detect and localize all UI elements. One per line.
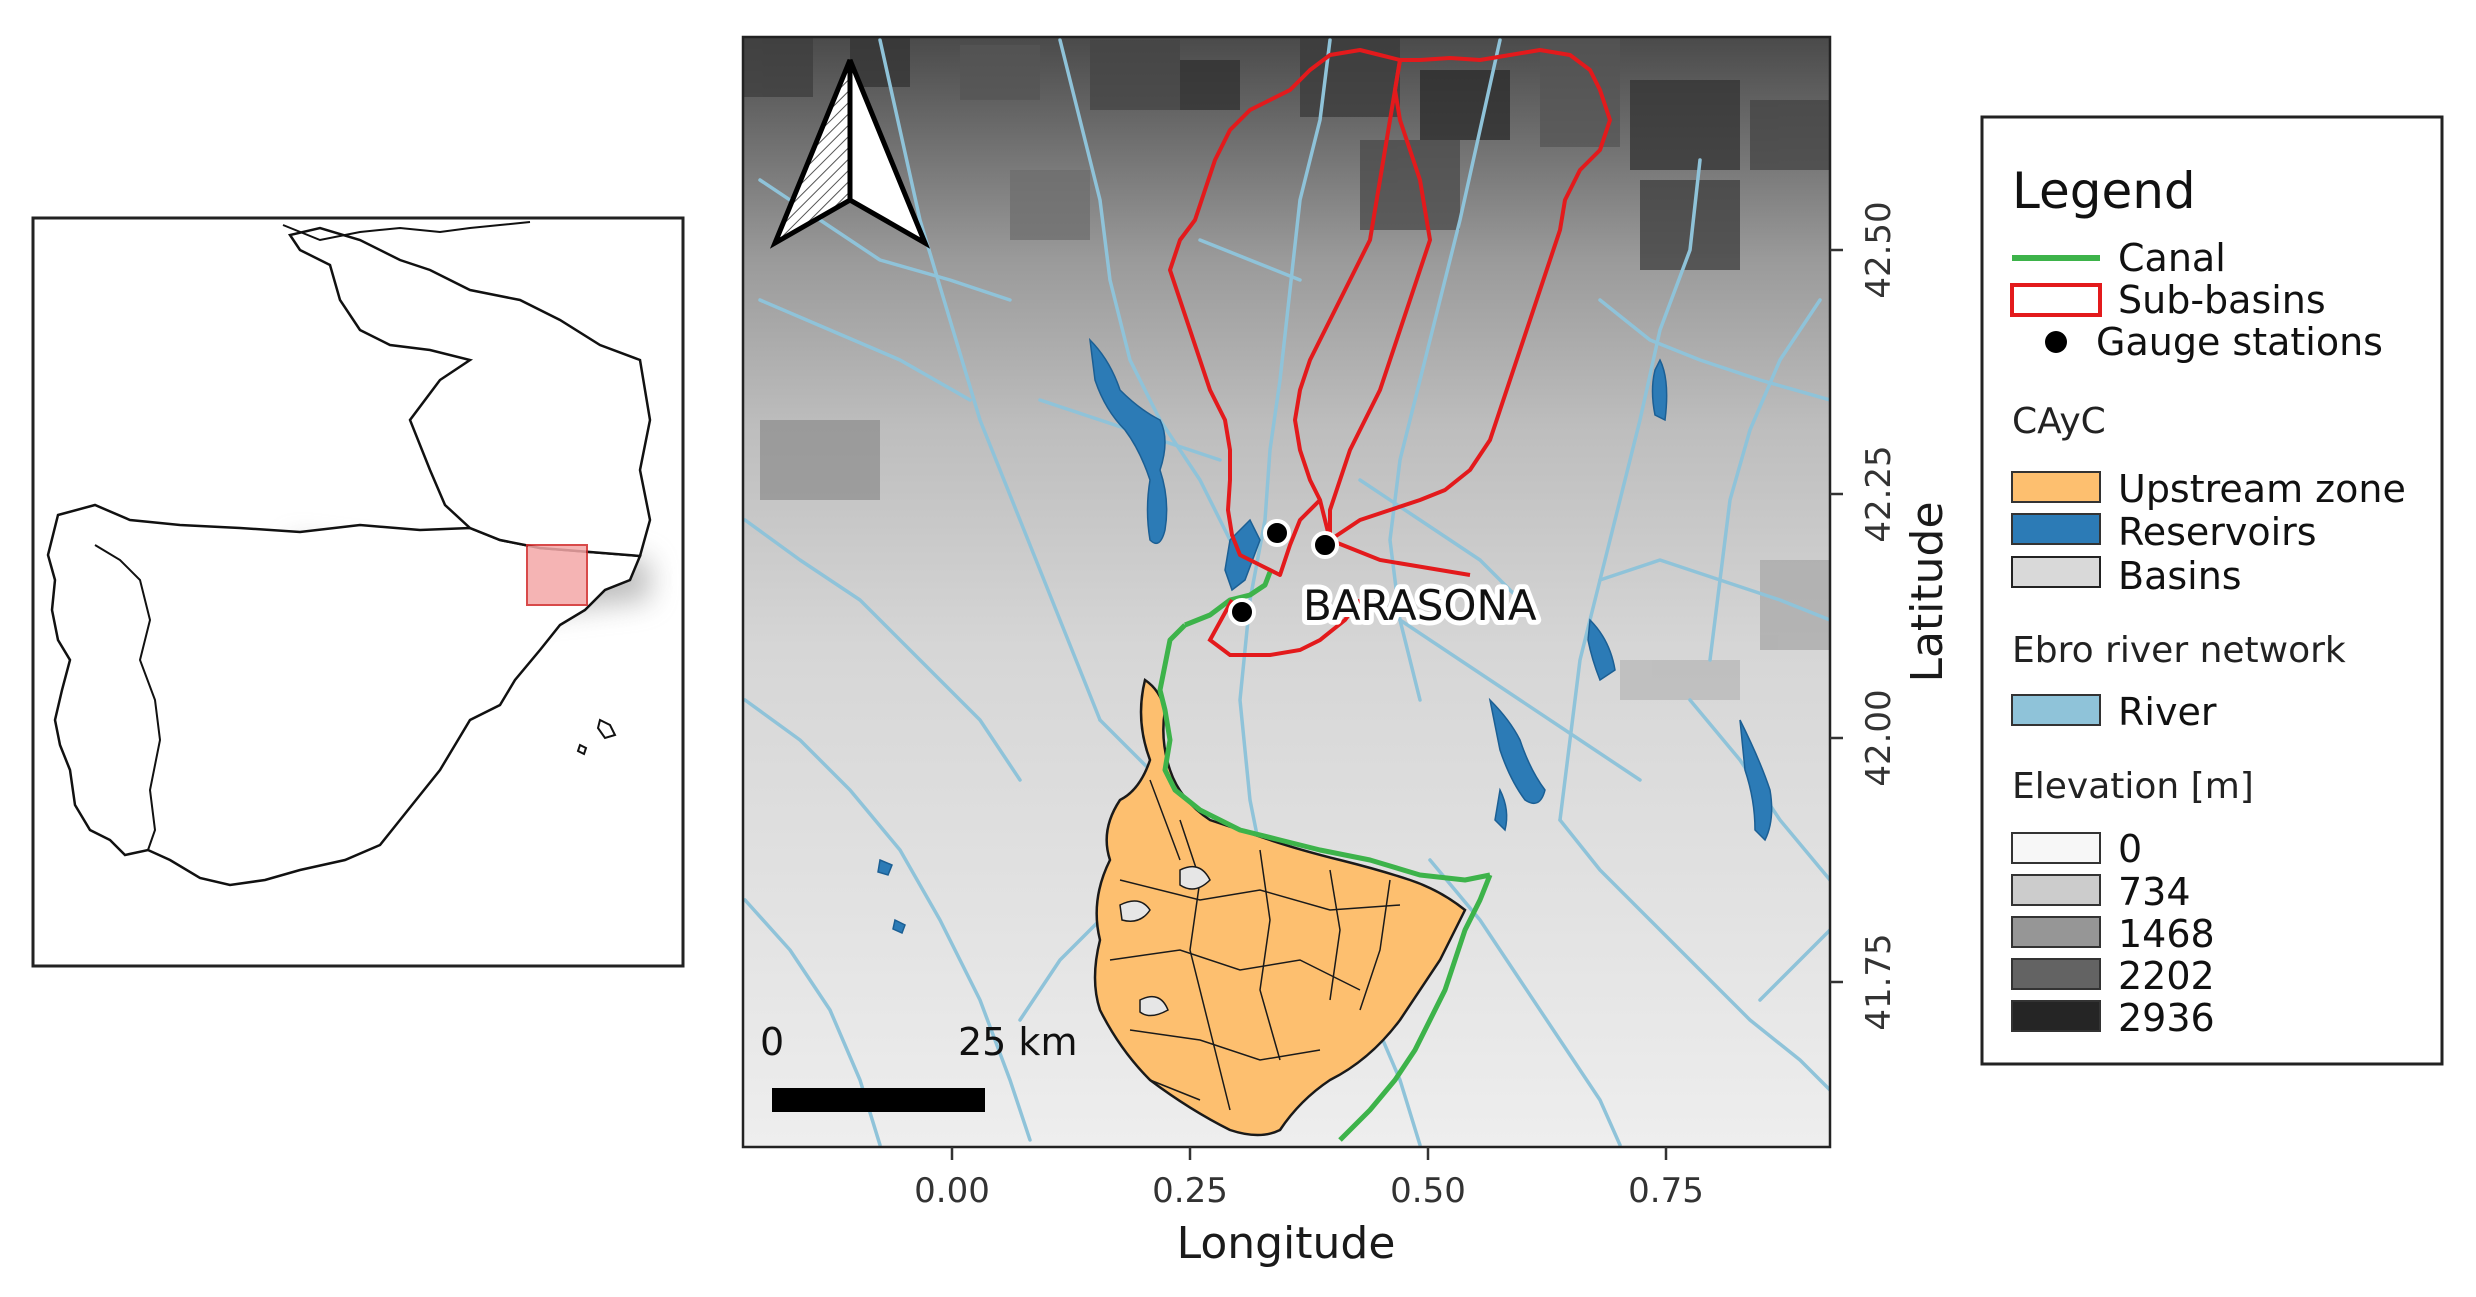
scale-bar-start-label: 0: [760, 1020, 784, 1064]
scale-bar: 0 25 km: [760, 1020, 1077, 1112]
upstream-parcels: [1109, 779, 1401, 1111]
legend-upstream-swatch: [2011, 471, 2101, 503]
portugal-border: [94, 544, 162, 851]
iberia-coastline: [46, 503, 642, 887]
legend-subbasins-swatch: [2010, 283, 2102, 317]
x-axis: 0.00 0.25 0.50 0.75 Longitude: [914, 1147, 1704, 1269]
legend: Legend Canal Sub-basins Gauge stations C…: [1980, 115, 2444, 1066]
legend-river-label: River: [2118, 690, 2217, 734]
island-mallorca: [596, 718, 617, 740]
y-tick-label: 42.50: [1859, 201, 1899, 298]
north-arrow-icon: [769, 59, 931, 249]
france-outline: [287, 226, 652, 558]
legend-elevation-classes: 0 734 1468 2202 2936: [2011, 827, 2215, 1040]
legend-elevation-label: 2936: [2118, 996, 2215, 1040]
canal: [1157, 571, 1493, 1142]
legend-basins-swatch: [2011, 556, 2101, 588]
y-axis-title: Latitude: [1902, 501, 1953, 682]
sub-basin-south: [1207, 598, 1362, 657]
legend-elevation-label: 1468: [2118, 912, 2215, 956]
elevation-cells: [743, 37, 1830, 700]
x-tick-label: 0.25: [1152, 1171, 1228, 1211]
sub-basin-east: [1328, 48, 1612, 542]
legend-elevation-label: 734: [2118, 870, 2191, 914]
place-label-barasona: BARASONA: [1303, 581, 1537, 630]
island-ibiza: [576, 743, 588, 756]
legend-canal-label: Canal: [2118, 236, 2226, 280]
x-tick-label: 0.50: [1390, 1171, 1466, 1211]
y-tick-label: 41.75: [1859, 933, 1899, 1030]
gauge-station-2: [1311, 531, 1339, 559]
y-tick-label: 42.00: [1859, 689, 1899, 786]
legend-elevation-swatch: [2011, 916, 2101, 948]
sub-basin-divider: [1318, 499, 1471, 577]
legend-upstream-label: Upstream zone: [2118, 467, 2406, 511]
upstream-gaps: [1119, 865, 1211, 1017]
gauge-stations: [1228, 519, 1339, 626]
legend-frame: [1980, 115, 2444, 1066]
legend-reservoirs-label: Reservoirs: [2118, 510, 2317, 554]
uk-coast: [282, 221, 531, 242]
scale-bar-end-label: 25 km: [958, 1020, 1077, 1064]
y-axis: 42.50 42.25 42.00 41.75 Latitude: [1830, 201, 1953, 1031]
legend-basins-label: Basins: [2118, 554, 2242, 598]
gauge-station-3: [1228, 598, 1256, 626]
legend-gauge-label: Gauge stations: [2096, 320, 2383, 364]
x-axis-title: Longitude: [1177, 1218, 1396, 1269]
scale-bar-rect: [772, 1088, 985, 1112]
legend-elevation-swatch: [2011, 1000, 2101, 1032]
legend-elevation-label: 2202: [2118, 954, 2215, 998]
gauge-station-1: [1263, 519, 1291, 547]
study-area-box: [526, 544, 588, 606]
inset-map: [31, 216, 685, 968]
sub-basin-west: [1168, 48, 1402, 577]
x-tick-label: 0.00: [914, 1171, 990, 1211]
legend-rivers-heading: Ebro river network: [2012, 630, 2346, 671]
legend-gauge-swatch: [2045, 331, 2067, 353]
legend-elevation-label: 0: [2118, 827, 2142, 871]
legend-elevation-swatch: [2011, 958, 2101, 990]
legend-title: Legend: [2012, 162, 2196, 220]
legend-elevation-swatch: [2011, 832, 2101, 864]
legend-elevation-swatch: [2011, 874, 2101, 906]
x-tick-label: 0.75: [1628, 1171, 1704, 1211]
legend-elevation-heading: Elevation [m]: [2012, 766, 2254, 807]
legend-river-swatch: [2011, 694, 2101, 726]
legend-subbasins-label: Sub-basins: [2118, 278, 2326, 322]
river-network: [743, 38, 1830, 1147]
legend-cayc-heading: CAyC: [2012, 401, 2106, 442]
y-tick-label: 42.25: [1859, 445, 1899, 542]
main-map-frame: [741, 35, 1832, 1149]
main-map: BARASONA 0 25 km 0.00 0.25 0.50 0.: [741, 35, 1953, 1269]
legend-reservoirs-swatch: [2011, 513, 2101, 545]
